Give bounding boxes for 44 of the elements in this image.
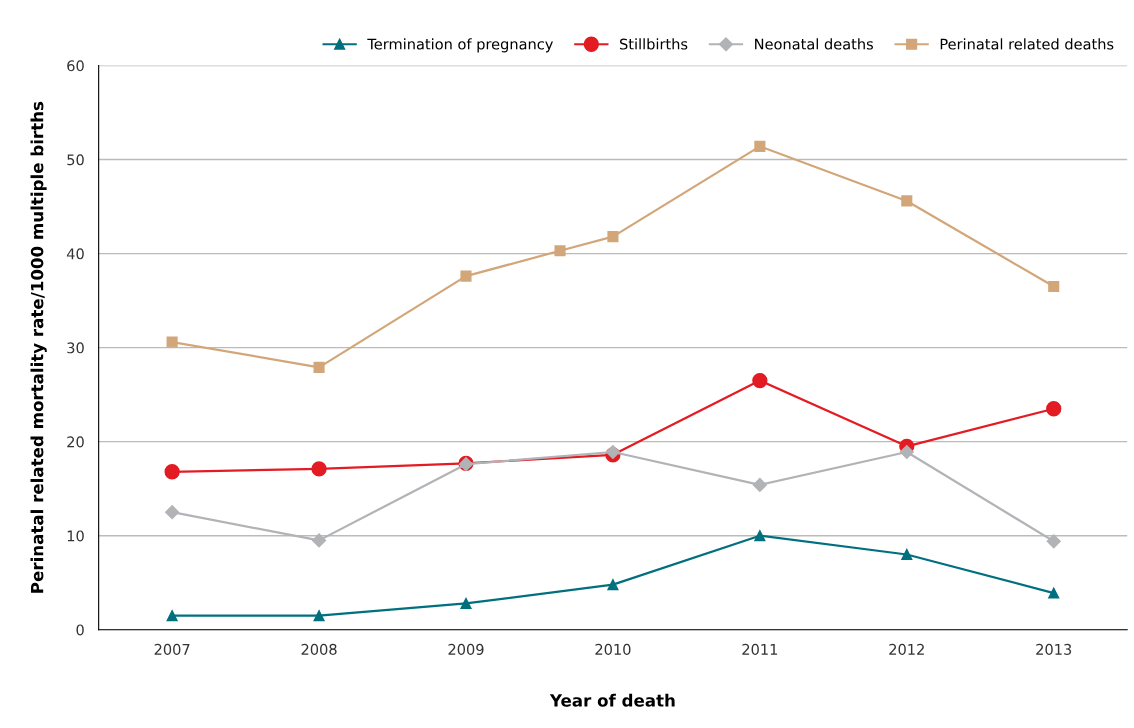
x-tick-label: 2011 xyxy=(742,643,778,655)
legend-label: Neonatal deaths xyxy=(755,38,873,50)
point xyxy=(1046,534,1061,549)
x-tick-label: 2009 xyxy=(448,643,484,655)
legend-label: Perinatal related deaths xyxy=(940,38,1114,50)
y-tick-label: 0 xyxy=(76,624,84,636)
point xyxy=(166,336,178,348)
x-tick-label: 2010 xyxy=(595,643,631,655)
point xyxy=(1046,401,1062,417)
y-tick-label: 60 xyxy=(67,60,84,72)
point xyxy=(166,610,178,622)
point xyxy=(1048,587,1060,599)
y-tick-label: 40 xyxy=(66,248,84,260)
x-tick-label: 2008 xyxy=(301,643,337,655)
point xyxy=(164,464,180,480)
point xyxy=(607,579,619,591)
legend-label: Stillbirths xyxy=(620,38,688,50)
point xyxy=(313,610,325,622)
y-axis-title: Perinatal related mortality rate/1000 multiple births xyxy=(30,101,47,593)
y-tick-label: 50 xyxy=(67,154,84,166)
point xyxy=(901,195,913,207)
point xyxy=(752,372,768,389)
x-tick-label: 2007 xyxy=(154,643,190,655)
x-tick-label: 2013 xyxy=(1036,643,1072,655)
point xyxy=(1048,280,1060,293)
y-tick-label: 20 xyxy=(67,436,84,448)
point xyxy=(754,530,766,542)
point xyxy=(165,505,180,520)
legend-label: Termination of pregnancy xyxy=(367,38,553,53)
y-tick-label: 30 xyxy=(67,342,84,354)
point xyxy=(460,270,472,282)
point xyxy=(607,231,619,243)
point xyxy=(460,597,472,609)
point xyxy=(899,444,914,460)
point xyxy=(311,533,327,548)
point xyxy=(901,548,913,561)
x-tick-label: 2012 xyxy=(889,643,924,655)
point xyxy=(313,361,325,373)
point xyxy=(752,477,767,492)
point xyxy=(554,245,566,257)
point xyxy=(754,140,766,152)
point xyxy=(311,461,327,477)
x-axis-title: Year of death xyxy=(549,693,675,707)
y-tick-label: 10 xyxy=(67,530,84,542)
